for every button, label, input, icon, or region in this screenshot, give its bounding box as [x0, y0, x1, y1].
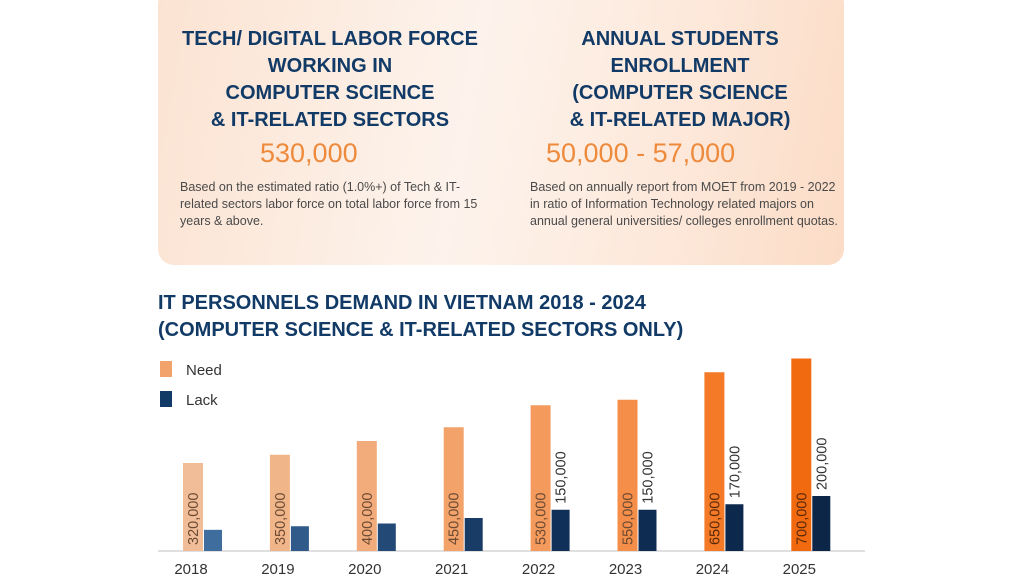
need-value-label-2018: 320,000 — [186, 493, 202, 545]
x-tick-label-2025: 2025 — [783, 561, 816, 576]
summary-panel — [158, 0, 844, 265]
enrollment-value: 50,000 - 57,000 — [546, 138, 736, 168]
need-value-label-2022: 530,000 — [534, 493, 550, 545]
need-value-label-2023: 550,000 — [621, 493, 637, 545]
x-tick-label-2019: 2019 — [261, 561, 294, 576]
enrollment-title: ANNUAL STUDENTS ENROLLMENT (COMPUTER SCI… — [530, 26, 830, 134]
need-value-label-2024: 650,000 — [707, 493, 723, 545]
legend-swatch-need — [160, 361, 172, 377]
title-line: WORKING IN — [267, 55, 393, 77]
chart-title-line: (COMPUTER SCIENCE & IT-RELATED SECTORS O… — [158, 319, 684, 341]
lack-value-label-2023: 150,000 — [641, 451, 657, 503]
need-bar-2023 — [617, 399, 638, 551]
x-tick-label-2023: 2023 — [609, 561, 642, 576]
x-tick-label-2020: 2020 — [348, 561, 381, 576]
need-bar-2020 — [356, 441, 377, 551]
title-line: ANNUAL STUDENTS — [581, 28, 779, 50]
need-bar-2019 — [269, 454, 290, 551]
x-tick-label-2022: 2022 — [522, 561, 555, 576]
lack-bar-2018 — [204, 529, 222, 551]
need-value-label-2025: 700,000 — [794, 493, 810, 545]
lack-bar-2019 — [290, 526, 309, 551]
chart-title-line: IT PERSONNELS DEMAND IN VIETNAM 2018 - 2… — [158, 292, 646, 314]
enrollment-description: Based on annually report from MOET from … — [530, 180, 838, 228]
title-line: & IT-RELATED SECTORS — [210, 109, 450, 131]
chart-title: IT PERSONNELS DEMAND IN VIETNAM 2018 - 2… — [158, 290, 683, 344]
lack-bar-2023 — [638, 509, 657, 551]
labor-force-value: 530,000 — [260, 138, 358, 168]
lack-bar-2020 — [377, 523, 396, 551]
need-value-label-2019: 350,000 — [273, 493, 289, 545]
need-bar-2025 — [791, 358, 812, 551]
legend-label-need: Need — [186, 362, 222, 379]
title-line: ENROLLMENT — [610, 55, 750, 77]
title-line: (COMPUTER SCIENCE — [572, 82, 788, 104]
lack-value-label-2024: 170,000 — [727, 446, 743, 498]
legend-swatch-lack — [160, 391, 172, 407]
need-bar-2024 — [704, 372, 725, 551]
need-bar-2018 — [183, 463, 203, 551]
need-bar-2021 — [443, 427, 464, 551]
lack-bar-2022 — [551, 509, 570, 551]
lack-bar-2025 — [812, 496, 831, 551]
need-value-label-2021: 450,000 — [447, 493, 463, 545]
labor-force-description: Based on the estimated ratio (1.0%+) of … — [180, 180, 478, 228]
title-line: COMPUTER SCIENCE — [225, 82, 435, 104]
x-tick-label-2024: 2024 — [696, 561, 729, 576]
labor-force-title: TECH/ DIGITAL LABOR FORCE WORKING IN COM… — [160, 26, 500, 134]
x-tick-label-2018: 2018 — [174, 561, 207, 576]
legend-label-lack: Lack — [186, 392, 218, 409]
lack-value-label-2025: 200,000 — [814, 438, 830, 490]
x-tick-label-2021: 2021 — [435, 561, 468, 576]
need-bar-2022 — [530, 405, 551, 551]
labor-force-card: TECH/ DIGITAL LABOR FORCE WORKING IN COM… — [160, 26, 500, 169]
lack-bar-2024 — [725, 504, 744, 551]
title-line: TECH/ DIGITAL LABOR FORCE — [182, 28, 478, 50]
need-value-label-2020: 400,000 — [360, 493, 376, 545]
lack-bar-2021 — [464, 518, 483, 551]
lack-value-label-2022: 150,000 — [554, 451, 570, 503]
title-line: & IT-RELATED MAJOR) — [569, 109, 791, 131]
enrollment-card: ANNUAL STUDENTS ENROLLMENT (COMPUTER SCI… — [530, 26, 830, 169]
